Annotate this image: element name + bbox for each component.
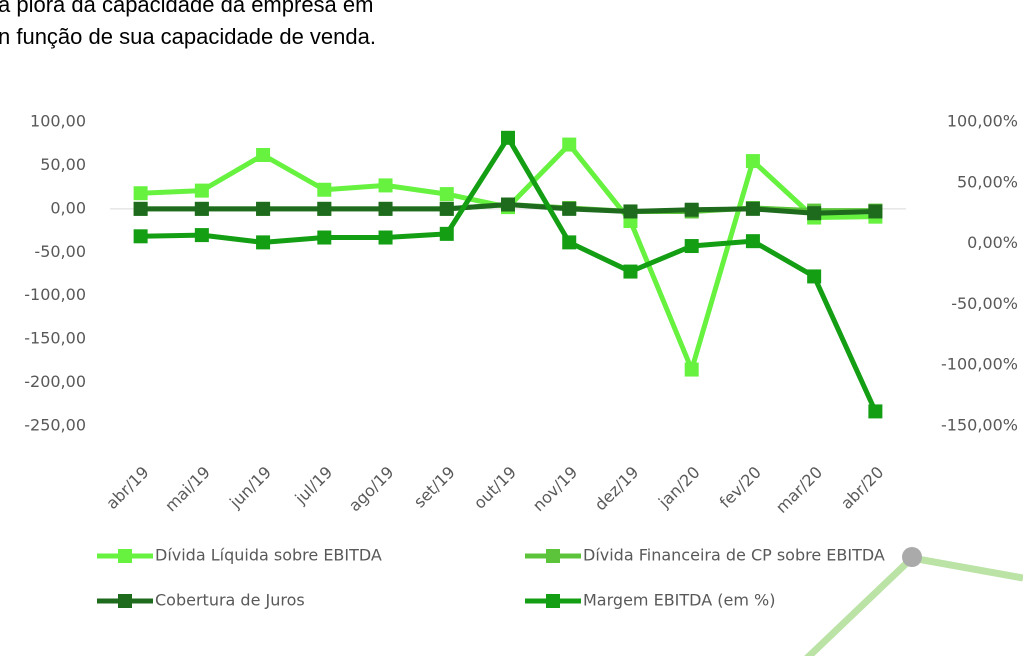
- marker: [133, 201, 148, 216]
- x-tick-label: abr/20: [837, 463, 887, 513]
- marker: [868, 204, 883, 219]
- marker: [378, 201, 393, 216]
- x-tick-label: jun/19: [225, 463, 275, 513]
- marker: [194, 228, 209, 243]
- y-tick-label: -50,00: [34, 242, 86, 261]
- marker: [439, 201, 454, 216]
- x-tick-label: mai/19: [161, 463, 214, 516]
- marker: [194, 201, 209, 216]
- marker: [807, 269, 822, 284]
- marker: [256, 201, 271, 216]
- marker: [439, 226, 454, 241]
- marker: [684, 239, 699, 254]
- x-tick-label: out/19: [470, 463, 520, 513]
- legend-label: Dívida Financeira de CP sobre EBITDA: [583, 546, 885, 565]
- marker: [745, 154, 760, 169]
- marker: [378, 230, 393, 245]
- legend-marker: [118, 549, 132, 563]
- x-tick-label: set/19: [410, 463, 459, 512]
- marker: [501, 130, 515, 145]
- y2-tick-label: -50,00%: [951, 294, 1018, 313]
- marker: [562, 201, 577, 216]
- series-line: [140, 142, 876, 373]
- y-tick-label: 50,00: [40, 155, 86, 174]
- legend-label: Dívida Líquida sobre EBITDA: [155, 546, 382, 565]
- x-tick-label: fev/20: [716, 463, 765, 512]
- marker: [317, 182, 332, 197]
- x-tick-label: jan/20: [654, 463, 704, 513]
- y2-tick-label: -150,00%: [941, 416, 1018, 435]
- marker: [562, 137, 577, 152]
- y-tick-label: 0,00: [50, 198, 86, 217]
- y2-tick-label: 0,00%: [967, 233, 1018, 252]
- marker: [745, 234, 760, 249]
- y-tick-label: 100,00: [30, 112, 86, 131]
- x-tick-label: mar/20: [772, 463, 826, 517]
- legend-marker: [546, 549, 560, 563]
- marker: [439, 187, 454, 202]
- x-tick-label: dez/19: [591, 463, 643, 515]
- x-tick-label: jul/19: [291, 463, 337, 509]
- marker: [623, 204, 638, 219]
- y-tick-label: -250,00: [24, 416, 86, 435]
- x-tick-label: abr/19: [102, 463, 152, 513]
- legend-marker: [118, 594, 132, 608]
- marker: [194, 183, 209, 198]
- legend-marker: [546, 594, 560, 608]
- marker: [256, 148, 271, 163]
- marker: [501, 197, 515, 212]
- marker: [378, 178, 393, 193]
- marker: [807, 206, 822, 221]
- y-tick-label: -100,00: [24, 285, 86, 304]
- y-tick-label: -150,00: [24, 329, 86, 348]
- y-tick-label: -200,00: [24, 372, 86, 391]
- doc-text: a piora da capacidade da empresa em: [0, 0, 373, 17]
- marker: [745, 201, 760, 216]
- marker: [256, 235, 271, 250]
- legend-label: Margem EBITDA (em %): [583, 591, 775, 610]
- legend-label: Cobertura de Juros: [155, 591, 305, 610]
- marker: [623, 264, 638, 279]
- y2-tick-label: 100,00%: [947, 112, 1018, 131]
- handle: [902, 547, 922, 567]
- y2-tick-label: -100,00%: [941, 355, 1018, 374]
- doc-text: n função de sua capacidade de venda.: [0, 24, 376, 49]
- marker: [562, 235, 577, 250]
- decoration: [802, 554, 1023, 660]
- x-tick-label: nov/19: [529, 463, 581, 515]
- x-tick-label: ago/19: [345, 463, 398, 516]
- marker: [317, 230, 332, 245]
- marker: [317, 201, 332, 216]
- marker: [133, 186, 148, 201]
- marker: [868, 404, 883, 419]
- series-line: [140, 135, 878, 413]
- marker: [684, 362, 699, 377]
- marker: [684, 202, 699, 217]
- y2-tick-label: 50,00%: [957, 172, 1018, 191]
- marker: [133, 229, 148, 244]
